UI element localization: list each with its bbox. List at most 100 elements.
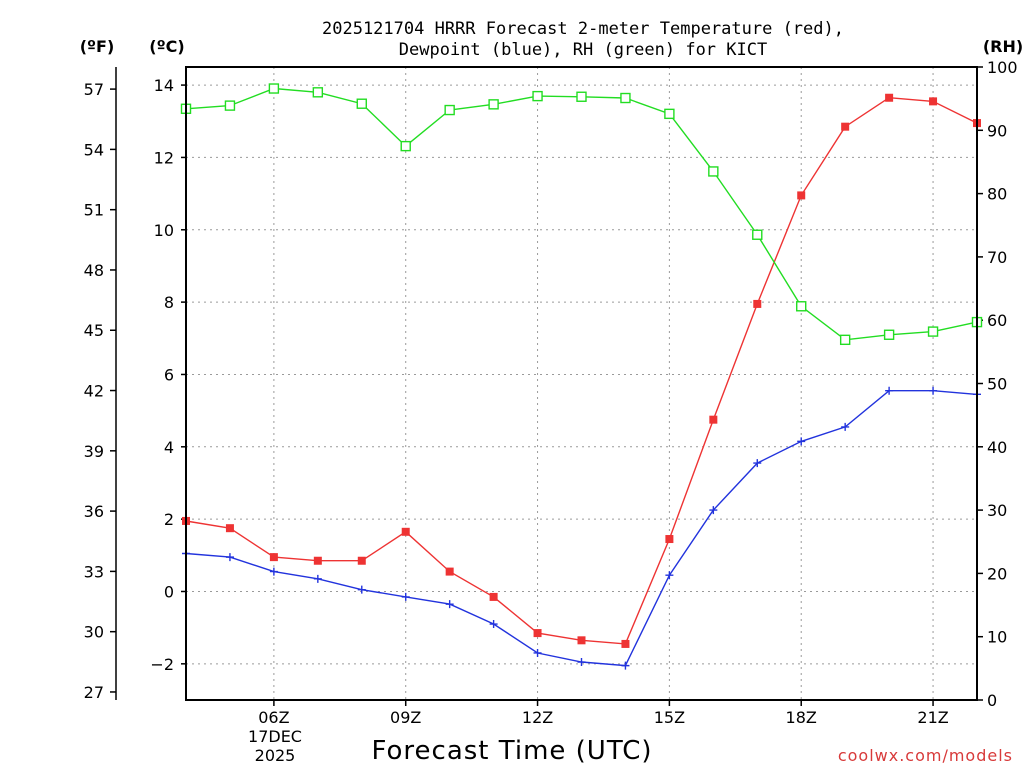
rh-tick-label: 30	[987, 501, 1007, 520]
rh-tick-label: 10	[987, 628, 1007, 647]
time-tick-label: 12Z	[522, 708, 553, 727]
rh-point	[444, 104, 455, 116]
temperature-point	[401, 527, 410, 536]
temperature-point	[357, 556, 366, 565]
celsius-tick-label: 14	[154, 76, 174, 95]
credit-link[interactable]: coolwx.com/models	[838, 746, 1013, 765]
dewpoint-point	[665, 571, 674, 580]
plot-frame	[185, 66, 978, 701]
temperature-point	[709, 415, 718, 424]
time-tick-label: 18Z	[786, 708, 817, 727]
rh-axis-ticks: 0 10 20 30 40 50 60 70 80 90 100	[977, 58, 1018, 710]
dewpoint-point	[709, 506, 718, 515]
fahrenheit-tick-label: 48	[84, 261, 104, 280]
celsius-tick-label: 6	[164, 365, 174, 384]
rh-point	[752, 229, 763, 240]
temperature-point	[665, 535, 674, 544]
dewpoint-point	[533, 648, 542, 657]
celsius-tick-label: −2	[150, 655, 174, 674]
temperature-point	[797, 191, 806, 200]
rh-point	[839, 334, 851, 346]
dewpoint-point	[357, 585, 366, 594]
dewpoint-point	[885, 386, 894, 395]
rh-tick-label: 40	[987, 438, 1007, 457]
gridlines	[186, 67, 977, 700]
celsius-tick-label: 12	[154, 148, 174, 167]
fahrenheit-unit-label: (ºF)	[80, 37, 115, 56]
fahrenheit-tick-label: 51	[84, 201, 104, 220]
dewpoint-point	[489, 620, 498, 629]
celsius-tick-label: 0	[164, 582, 174, 601]
rh-tick-label: 100	[987, 58, 1018, 77]
fahrenheit-tick-label: 57	[84, 80, 104, 99]
rh-point	[796, 301, 807, 312]
rh-point	[708, 166, 719, 177]
chart-title-line2: Dewpoint (blue), RH (green) for KICT	[399, 40, 767, 60]
temperature-point	[489, 592, 498, 601]
rh-point	[312, 87, 324, 98]
temperature-point	[885, 93, 894, 102]
dewpoint-point	[445, 600, 454, 609]
dewpoint-point	[621, 661, 630, 670]
time-tick-label: 21Z	[917, 708, 948, 727]
fahrenheit-tick-label: 42	[84, 382, 104, 401]
dewpoint-point	[929, 386, 938, 395]
fahrenheit-tick-label: 54	[84, 140, 104, 159]
fahrenheit-tick-label: 33	[84, 562, 104, 581]
celsius-unit-label: (ºC)	[149, 37, 184, 56]
date-day-label: 17DEC	[248, 727, 302, 746]
rh-point	[224, 100, 236, 111]
rh-tick-label: 80	[987, 185, 1007, 204]
time-tick-label: 09Z	[390, 708, 421, 727]
temperature-point	[753, 299, 762, 308]
temperature-point	[445, 567, 454, 576]
rh-point	[356, 98, 367, 109]
dewpoint-point	[841, 422, 850, 431]
rh-tick-label: 20	[987, 564, 1007, 583]
temperature-line	[185, 96, 978, 645]
fahrenheit-tick-label: 30	[84, 623, 104, 642]
time-axis-ticks: 06Z 09Z 12Z 15Z 18Z 21Z	[258, 700, 949, 727]
celsius-tick-label: 2	[164, 510, 174, 529]
rh-point	[883, 329, 895, 340]
rh-point	[400, 140, 411, 152]
dewpoint-line	[185, 390, 978, 667]
celsius-tick-label: 8	[164, 293, 174, 312]
dewpoint-point	[797, 437, 806, 446]
date-year-label: 2025	[255, 746, 296, 765]
rh-tick-label: 90	[987, 121, 1007, 140]
dewpoint-point	[225, 553, 234, 562]
celsius-axis-ticks: −2 0 2 4 6 8 10 12 14	[150, 76, 186, 674]
fahrenheit-tick-label: 39	[84, 442, 104, 461]
rh-tick-label: 50	[987, 375, 1007, 394]
rh-point	[268, 83, 280, 94]
temperature-point	[269, 553, 278, 562]
rh-point	[927, 326, 939, 337]
rh-tick-label: 70	[987, 248, 1007, 267]
data-series	[180, 83, 983, 670]
time-tick-label: 15Z	[654, 708, 685, 727]
temperature-point	[577, 636, 586, 645]
x-axis-title: Forecast Time (UTC)	[371, 736, 652, 766]
dewpoint-point	[269, 567, 278, 576]
fahrenheit-axis: 27 30 33 36 39 42 45 48 51 54 57	[84, 67, 117, 702]
rh-point	[664, 108, 675, 120]
temperature-point	[225, 524, 234, 533]
fahrenheit-tick-label: 36	[84, 502, 104, 521]
rh-point	[488, 99, 499, 110]
rh-tick-label: 60	[987, 311, 1007, 330]
dewpoint-point	[313, 574, 322, 583]
time-tick-label: 06Z	[258, 708, 289, 727]
fahrenheit-tick-label: 27	[84, 683, 104, 702]
rh-point	[576, 91, 587, 102]
dewpoint-point	[577, 658, 586, 667]
dewpoint-point	[753, 459, 762, 468]
rh-point	[532, 90, 543, 102]
temperature-point	[841, 122, 850, 131]
temperature-point	[313, 556, 322, 565]
dewpoint-point	[401, 592, 410, 601]
rh-point	[620, 92, 631, 104]
temperature-point	[621, 639, 630, 648]
celsius-tick-label: 4	[164, 438, 174, 457]
